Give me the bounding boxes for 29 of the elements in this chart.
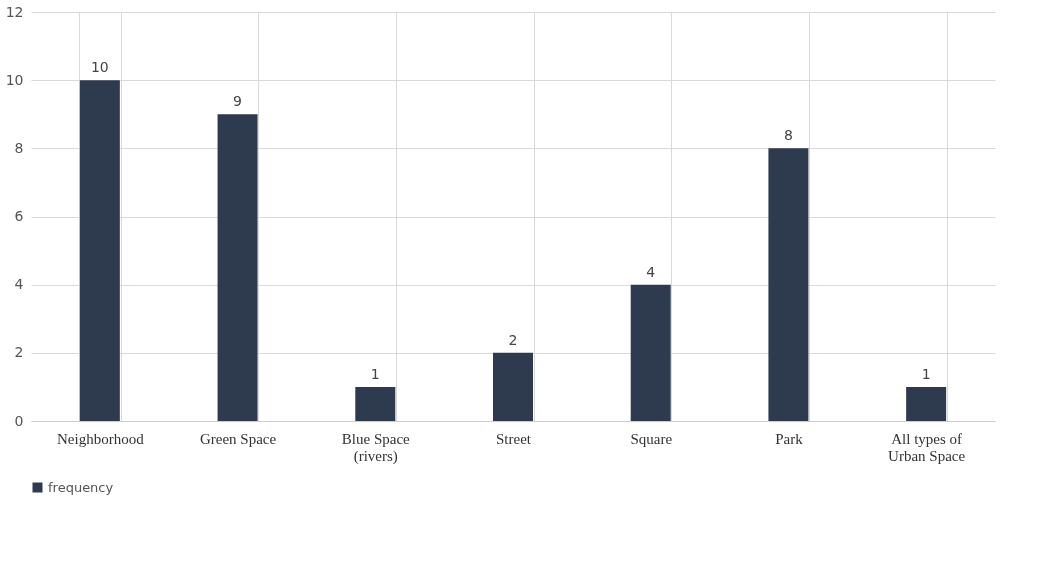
data-label: 1 — [370, 365, 380, 382]
y-tick-label: 8 — [14, 139, 24, 156]
y-tick-label: 0 — [14, 412, 24, 429]
x-tick-label: All types of Urban Space — [888, 430, 966, 464]
y-tick-label: 2 — [14, 344, 24, 361]
bar — [355, 386, 396, 421]
data-label: 2 — [508, 331, 518, 348]
x-tick-label: Park — [775, 430, 804, 447]
y-tick-label: 10 — [5, 71, 24, 88]
y-tick-label: 12 — [5, 3, 24, 20]
bar — [906, 386, 947, 421]
y-tick-label: 4 — [14, 276, 24, 293]
legend-label: frequency — [48, 479, 114, 495]
x-tick-label: Blue Space (rivers) — [341, 430, 411, 465]
data-label: 1 — [921, 365, 931, 382]
bar — [217, 114, 258, 421]
x-tick-label: Square — [630, 430, 673, 447]
x-tick-label: Neighborhood — [57, 430, 145, 447]
bar — [768, 148, 809, 421]
bar — [630, 284, 671, 421]
bar — [493, 352, 533, 421]
data-label: 4 — [646, 263, 656, 280]
data-label: 9 — [233, 93, 243, 110]
x-tick-label: Street — [496, 430, 532, 447]
x-tick-label: Green Space — [199, 430, 277, 447]
data-label: 10 — [90, 59, 109, 76]
y-tick-label: 6 — [14, 208, 24, 224]
data-label: 8 — [783, 127, 793, 144]
bar — [79, 80, 120, 421]
